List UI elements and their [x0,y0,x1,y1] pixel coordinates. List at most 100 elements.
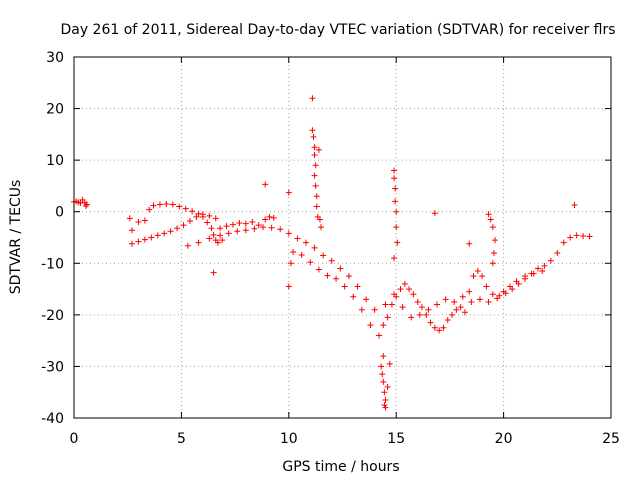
data-point [315,266,322,273]
data-point [427,319,434,326]
y-tick-label: 20 [46,102,64,118]
x-tick-labels: 0 5 10 15 20 25 [70,431,620,447]
data-point [392,185,399,192]
data-point [513,278,520,285]
data-point [77,199,84,206]
data-point [298,252,305,259]
data-point [376,332,383,339]
y-tick-labels: -40 -30 -20 -10 0 10 20 30 [41,50,64,427]
data-point [294,235,301,242]
data-point [135,238,142,245]
data-point [154,232,161,239]
data-point [489,291,496,298]
data-point [418,304,425,311]
data-point [391,175,398,182]
data-point [379,371,386,378]
data-point [547,257,554,264]
data-point [354,283,361,290]
data-point [500,288,507,295]
data-point [560,239,567,246]
data-point [416,311,423,318]
data-point [392,198,399,205]
data-point [476,296,483,303]
data-point [539,268,546,275]
data-point [320,252,327,259]
data-point [251,225,258,232]
data-point [212,215,219,222]
data-point [451,298,458,305]
data-point [242,220,249,227]
data-point [490,249,497,256]
data-point [266,213,273,220]
data-point [229,221,236,228]
data-point [210,269,217,276]
data-point [195,239,202,246]
data-point [128,240,135,247]
data-point [434,301,441,308]
data-point [249,219,256,226]
data-point [315,146,322,153]
x-tick-label: 25 [602,431,620,447]
data-point [431,324,438,331]
data-point [457,304,464,311]
y-tick-label: 10 [46,153,64,169]
data-point [436,327,443,334]
data-point [285,283,292,290]
data-point [176,203,183,210]
data-point [381,402,388,409]
data-point [586,233,593,240]
data-point [167,228,174,235]
data-point [193,213,200,220]
data-point [391,291,398,298]
data-point [214,239,221,246]
data-point [277,226,284,233]
data-point [394,239,401,246]
data-point [489,224,496,231]
data-point [485,211,492,218]
data-point [311,151,318,158]
data-point [156,201,163,208]
data-point [453,306,460,313]
data-point [483,283,490,290]
data-point [82,203,89,210]
data-point [410,291,417,298]
data-point [442,296,449,303]
data-point [174,225,181,232]
data-point [313,203,320,210]
data-point [485,298,492,305]
data-point [225,230,232,237]
data-point [242,227,249,234]
plot-points [71,95,593,411]
data-point [534,265,541,272]
y-tick-label: 30 [46,50,64,66]
data-point [367,322,374,329]
data-point [262,216,269,223]
data-point [380,353,387,360]
data-point [393,224,400,231]
data-point [468,298,475,305]
data-point [341,283,348,290]
data-point [399,304,406,311]
data-point [530,270,537,277]
data-point [425,306,432,313]
data-point [449,311,456,318]
data-point [573,232,580,239]
data-point [388,301,395,308]
data-point [206,212,213,219]
data-point [302,239,309,246]
data-point [312,182,319,189]
axis-ticks [73,56,612,419]
data-point [466,240,473,247]
x-tick-label: 10 [280,431,298,447]
data-point [386,360,393,367]
data-point [507,283,514,290]
data-point [195,210,202,217]
data-point [470,273,477,280]
x-tick-label: 20 [495,431,513,447]
data-point [408,314,415,321]
y-tick-label: -40 [41,411,64,427]
data-point [406,286,413,293]
data-point [461,309,468,316]
grid [74,57,611,418]
y-tick-label: 0 [55,205,64,221]
